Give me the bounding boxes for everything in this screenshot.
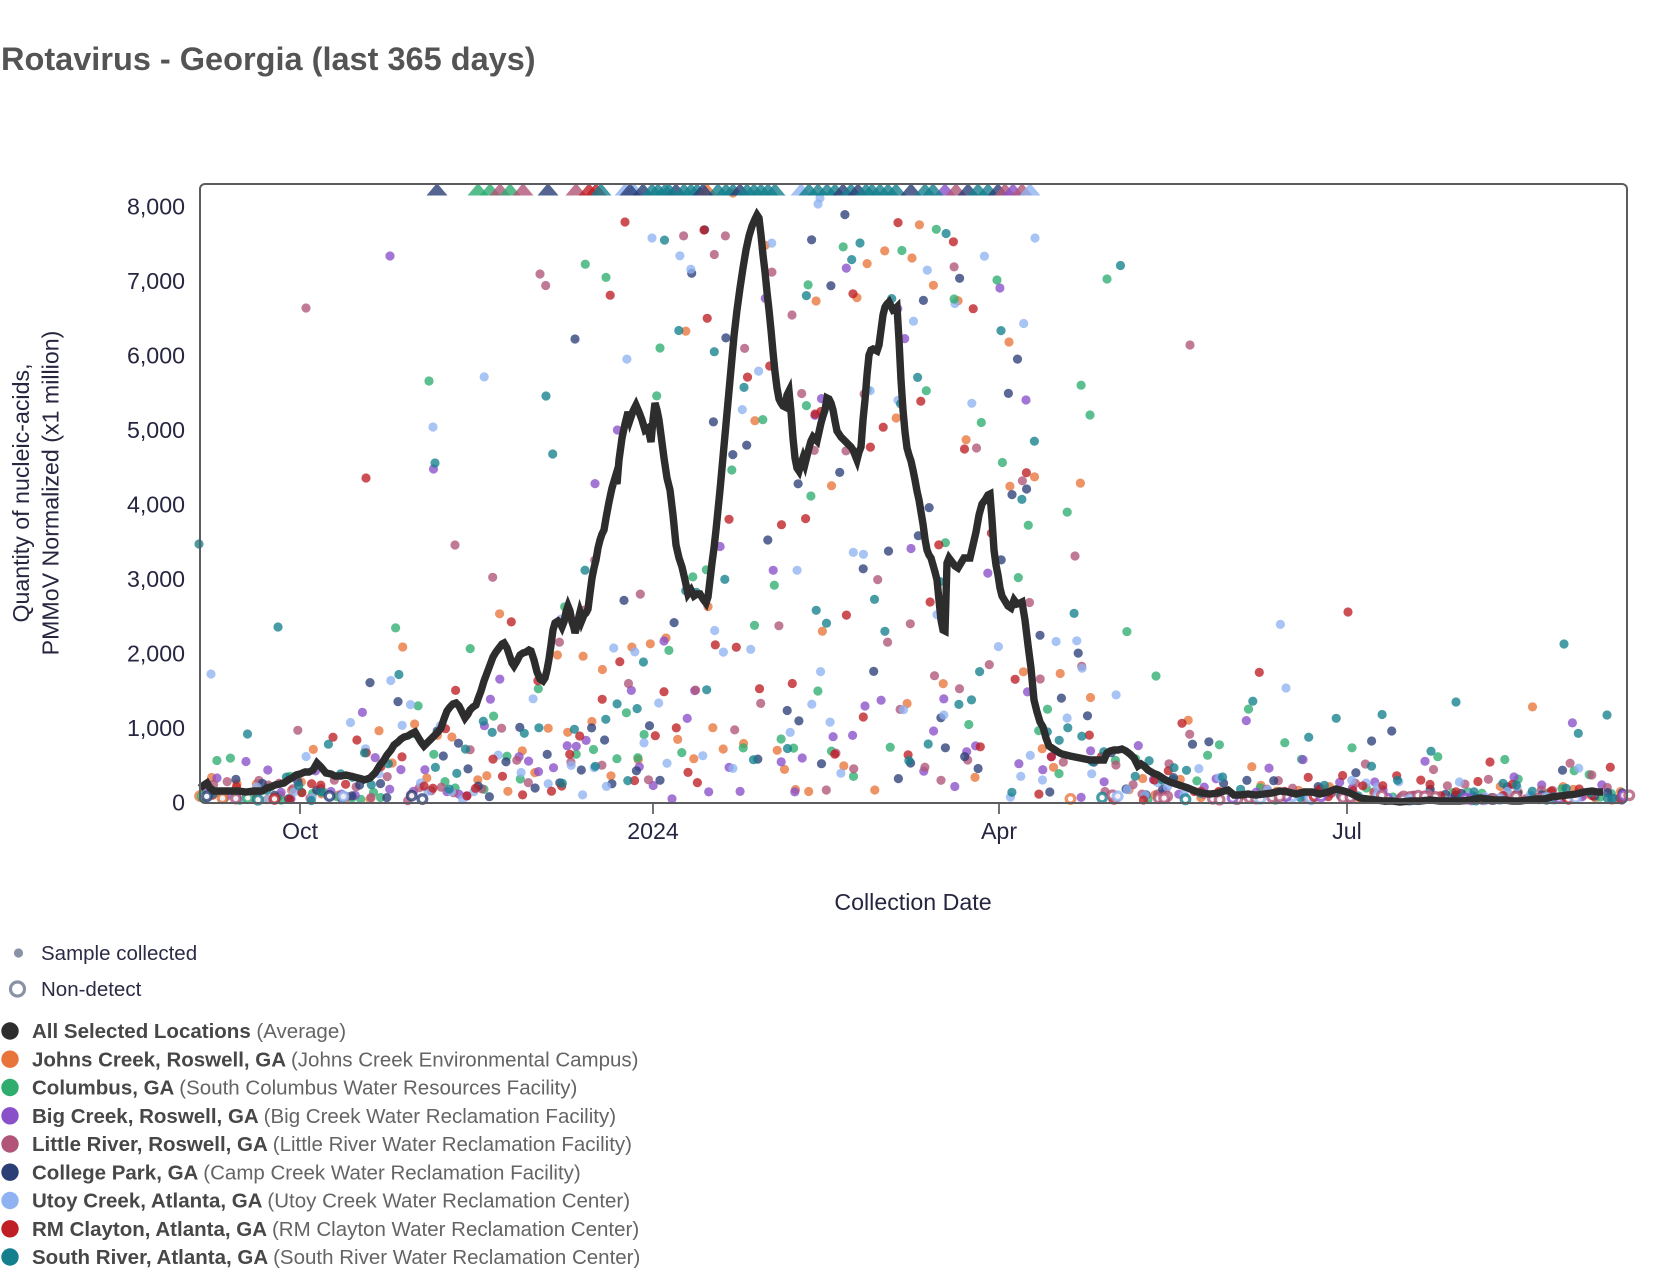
- svg-text:2024: 2024: [627, 818, 679, 844]
- svg-text:1,000: 1,000: [127, 715, 185, 741]
- svg-text:Big Creek, Roswell, GA (Big Cr: Big Creek, Roswell, GA (Big Creek Water …: [32, 1105, 616, 1128]
- svg-text:6,000: 6,000: [127, 342, 185, 368]
- svg-text:All Selected Locations (Averag: All Selected Locations (Average): [32, 1020, 346, 1043]
- svg-text:7,000: 7,000: [127, 268, 185, 294]
- svg-text:Quantity of nucleic-acids,: Quantity of nucleic-acids,: [8, 363, 34, 622]
- svg-text:Apr: Apr: [981, 818, 1017, 844]
- svg-text:8,000: 8,000: [127, 193, 185, 219]
- svg-text:2,000: 2,000: [127, 640, 185, 666]
- svg-text:Oct: Oct: [282, 818, 319, 844]
- svg-text:RM Clayton, Atlanta, GA (RM Cl: RM Clayton, Atlanta, GA (RM Clayton Wate…: [32, 1218, 639, 1241]
- svg-text:Non-detect: Non-detect: [41, 978, 142, 1001]
- svg-text:Utoy Creek, Atlanta, GA (Utoy: Utoy Creek, Atlanta, GA (Utoy Creek Wate…: [32, 1190, 630, 1213]
- svg-text:Collection Date: Collection Date: [834, 889, 991, 915]
- svg-text:0: 0: [172, 789, 185, 815]
- svg-text:South River, Atlanta, GA (Sout: South River, Atlanta, GA (South River Wa…: [32, 1246, 640, 1269]
- svg-text:Rotavirus - Georgia (last 365: Rotavirus - Georgia (last 365 days): [1, 41, 536, 77]
- svg-text:4,000: 4,000: [127, 491, 185, 517]
- svg-text:PMMoV Normalized (x1 million): PMMoV Normalized (x1 million): [38, 331, 64, 656]
- svg-text:College Park, GA (Camp Creek W: College Park, GA (Camp Creek Water Recla…: [32, 1162, 581, 1185]
- svg-text:5,000: 5,000: [127, 417, 185, 443]
- svg-text:Little River, Roswell, GA (Lit: Little River, Roswell, GA (Little River …: [32, 1133, 632, 1156]
- svg-text:Johns Creek, Roswell, GA (John: Johns Creek, Roswell, GA (Johns Creek En…: [32, 1049, 638, 1072]
- svg-text:3,000: 3,000: [127, 566, 185, 592]
- svg-text:Columbus, GA (South Columbus W: Columbus, GA (South Columbus Water Resou…: [32, 1077, 577, 1100]
- svg-text:Jul: Jul: [1332, 818, 1362, 844]
- svg-text:Sample collected: Sample collected: [41, 942, 197, 965]
